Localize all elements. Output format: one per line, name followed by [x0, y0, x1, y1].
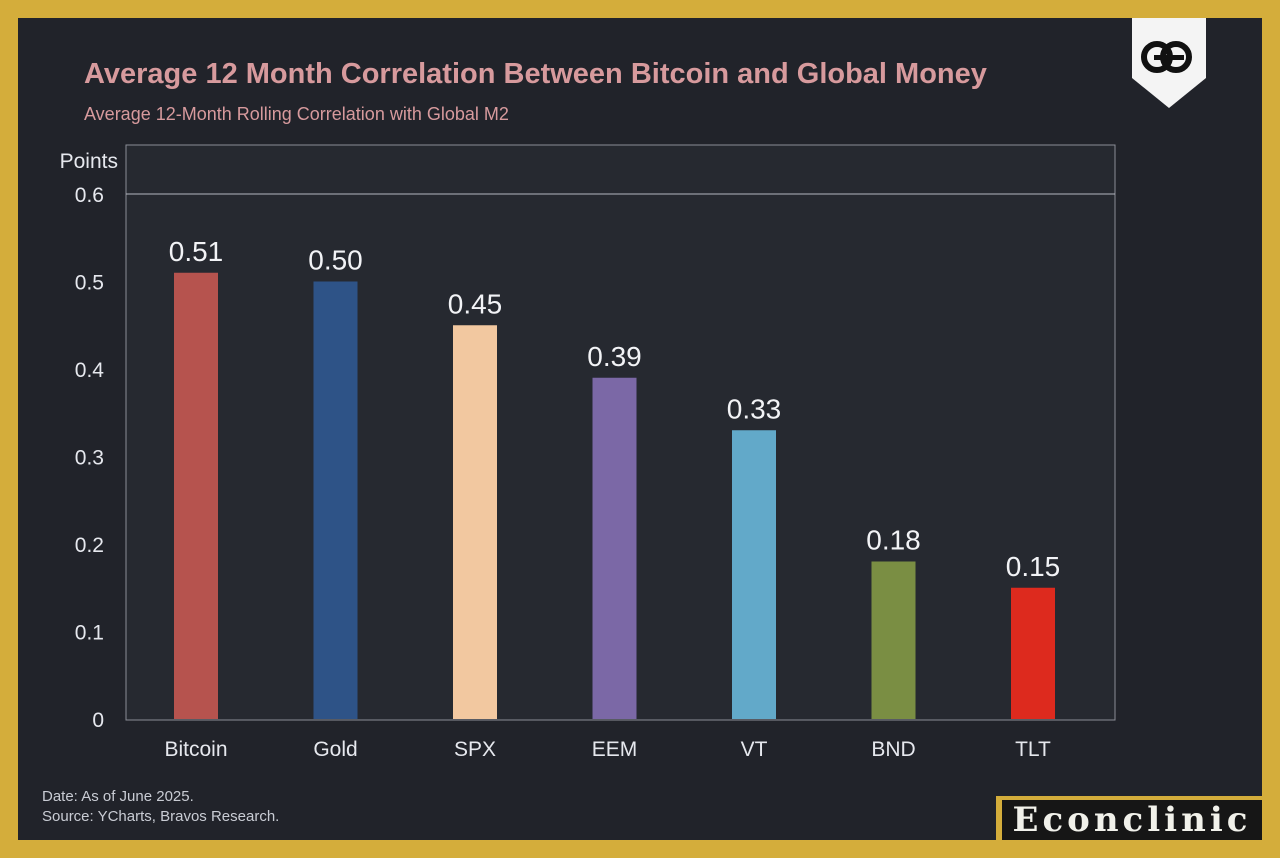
y-tick-label: 0.6 — [75, 184, 104, 207]
bar-gold — [313, 281, 358, 719]
chart-title: Average 12 Month Correlation Between Bit… — [84, 58, 987, 90]
bar-value-label: 0.15 — [1006, 551, 1061, 582]
y-tick-label: 0.2 — [75, 534, 104, 557]
bars: 0.51 0.50 0.45 0.39 0.33 0.18 0.15 — [169, 236, 1061, 719]
x-tick-label: Bitcoin — [164, 738, 227, 761]
bar-value-label: 0.51 — [169, 236, 224, 267]
x-tick-label: SPX — [454, 738, 496, 761]
bar-eem — [592, 377, 637, 719]
x-tick-label: BND — [871, 738, 915, 761]
bar-tlt — [1011, 587, 1055, 719]
bar-value-label: 0.50 — [308, 245, 363, 276]
brand-watermark: Econclinic — [996, 796, 1262, 840]
bar-chart: Points 00.10.20.30.40.50.6 0.51 0.500.450… — [60, 144, 1116, 761]
bar-vt — [732, 430, 776, 719]
y-tick-label: 0 — [92, 709, 104, 732]
y-tick-label: 0.4 — [75, 359, 105, 382]
y-axis-label: Points — [60, 150, 118, 173]
bar-value-label: 0.45 — [448, 288, 503, 319]
footer-source: Source: YCharts, Bravos Research. — [42, 808, 280, 825]
x-tick-label: Gold — [313, 738, 357, 761]
chart-frame: Average 12 Month Correlation Between Bit… — [18, 18, 1262, 840]
x-axis-tick-labels: Bitcoin Gold SPX EEM VT BND TLT — [164, 738, 1051, 761]
bar-spx — [453, 325, 497, 719]
x-tick-label: EEM — [592, 738, 638, 761]
bar-value-label: 0.33 — [727, 393, 782, 424]
x-tick-label: TLT — [1015, 738, 1051, 761]
x-tick-label: VT — [741, 738, 768, 761]
y-tick-label: 0.1 — [75, 622, 104, 645]
bar-bnd — [871, 561, 916, 719]
y-axis-ticks: 0 0.1 0.2 0.3 0.4 0.5 0.6 — [75, 184, 1115, 732]
y-tick-label: 0.3 — [75, 447, 104, 470]
chart-subtitle: Average 12-Month Rolling Correlation wit… — [84, 104, 509, 124]
brand-name: Econclinic — [1012, 800, 1252, 840]
bar-value-label: 0.18 — [866, 525, 921, 556]
bar-bitcoin — [174, 272, 218, 719]
bar-value-label: 0.39 — [587, 341, 642, 372]
econclinic-logo-icon — [1132, 18, 1206, 108]
footer-date: Date: As of June 2025. — [42, 788, 194, 805]
y-tick-label: 0.5 — [75, 272, 104, 295]
